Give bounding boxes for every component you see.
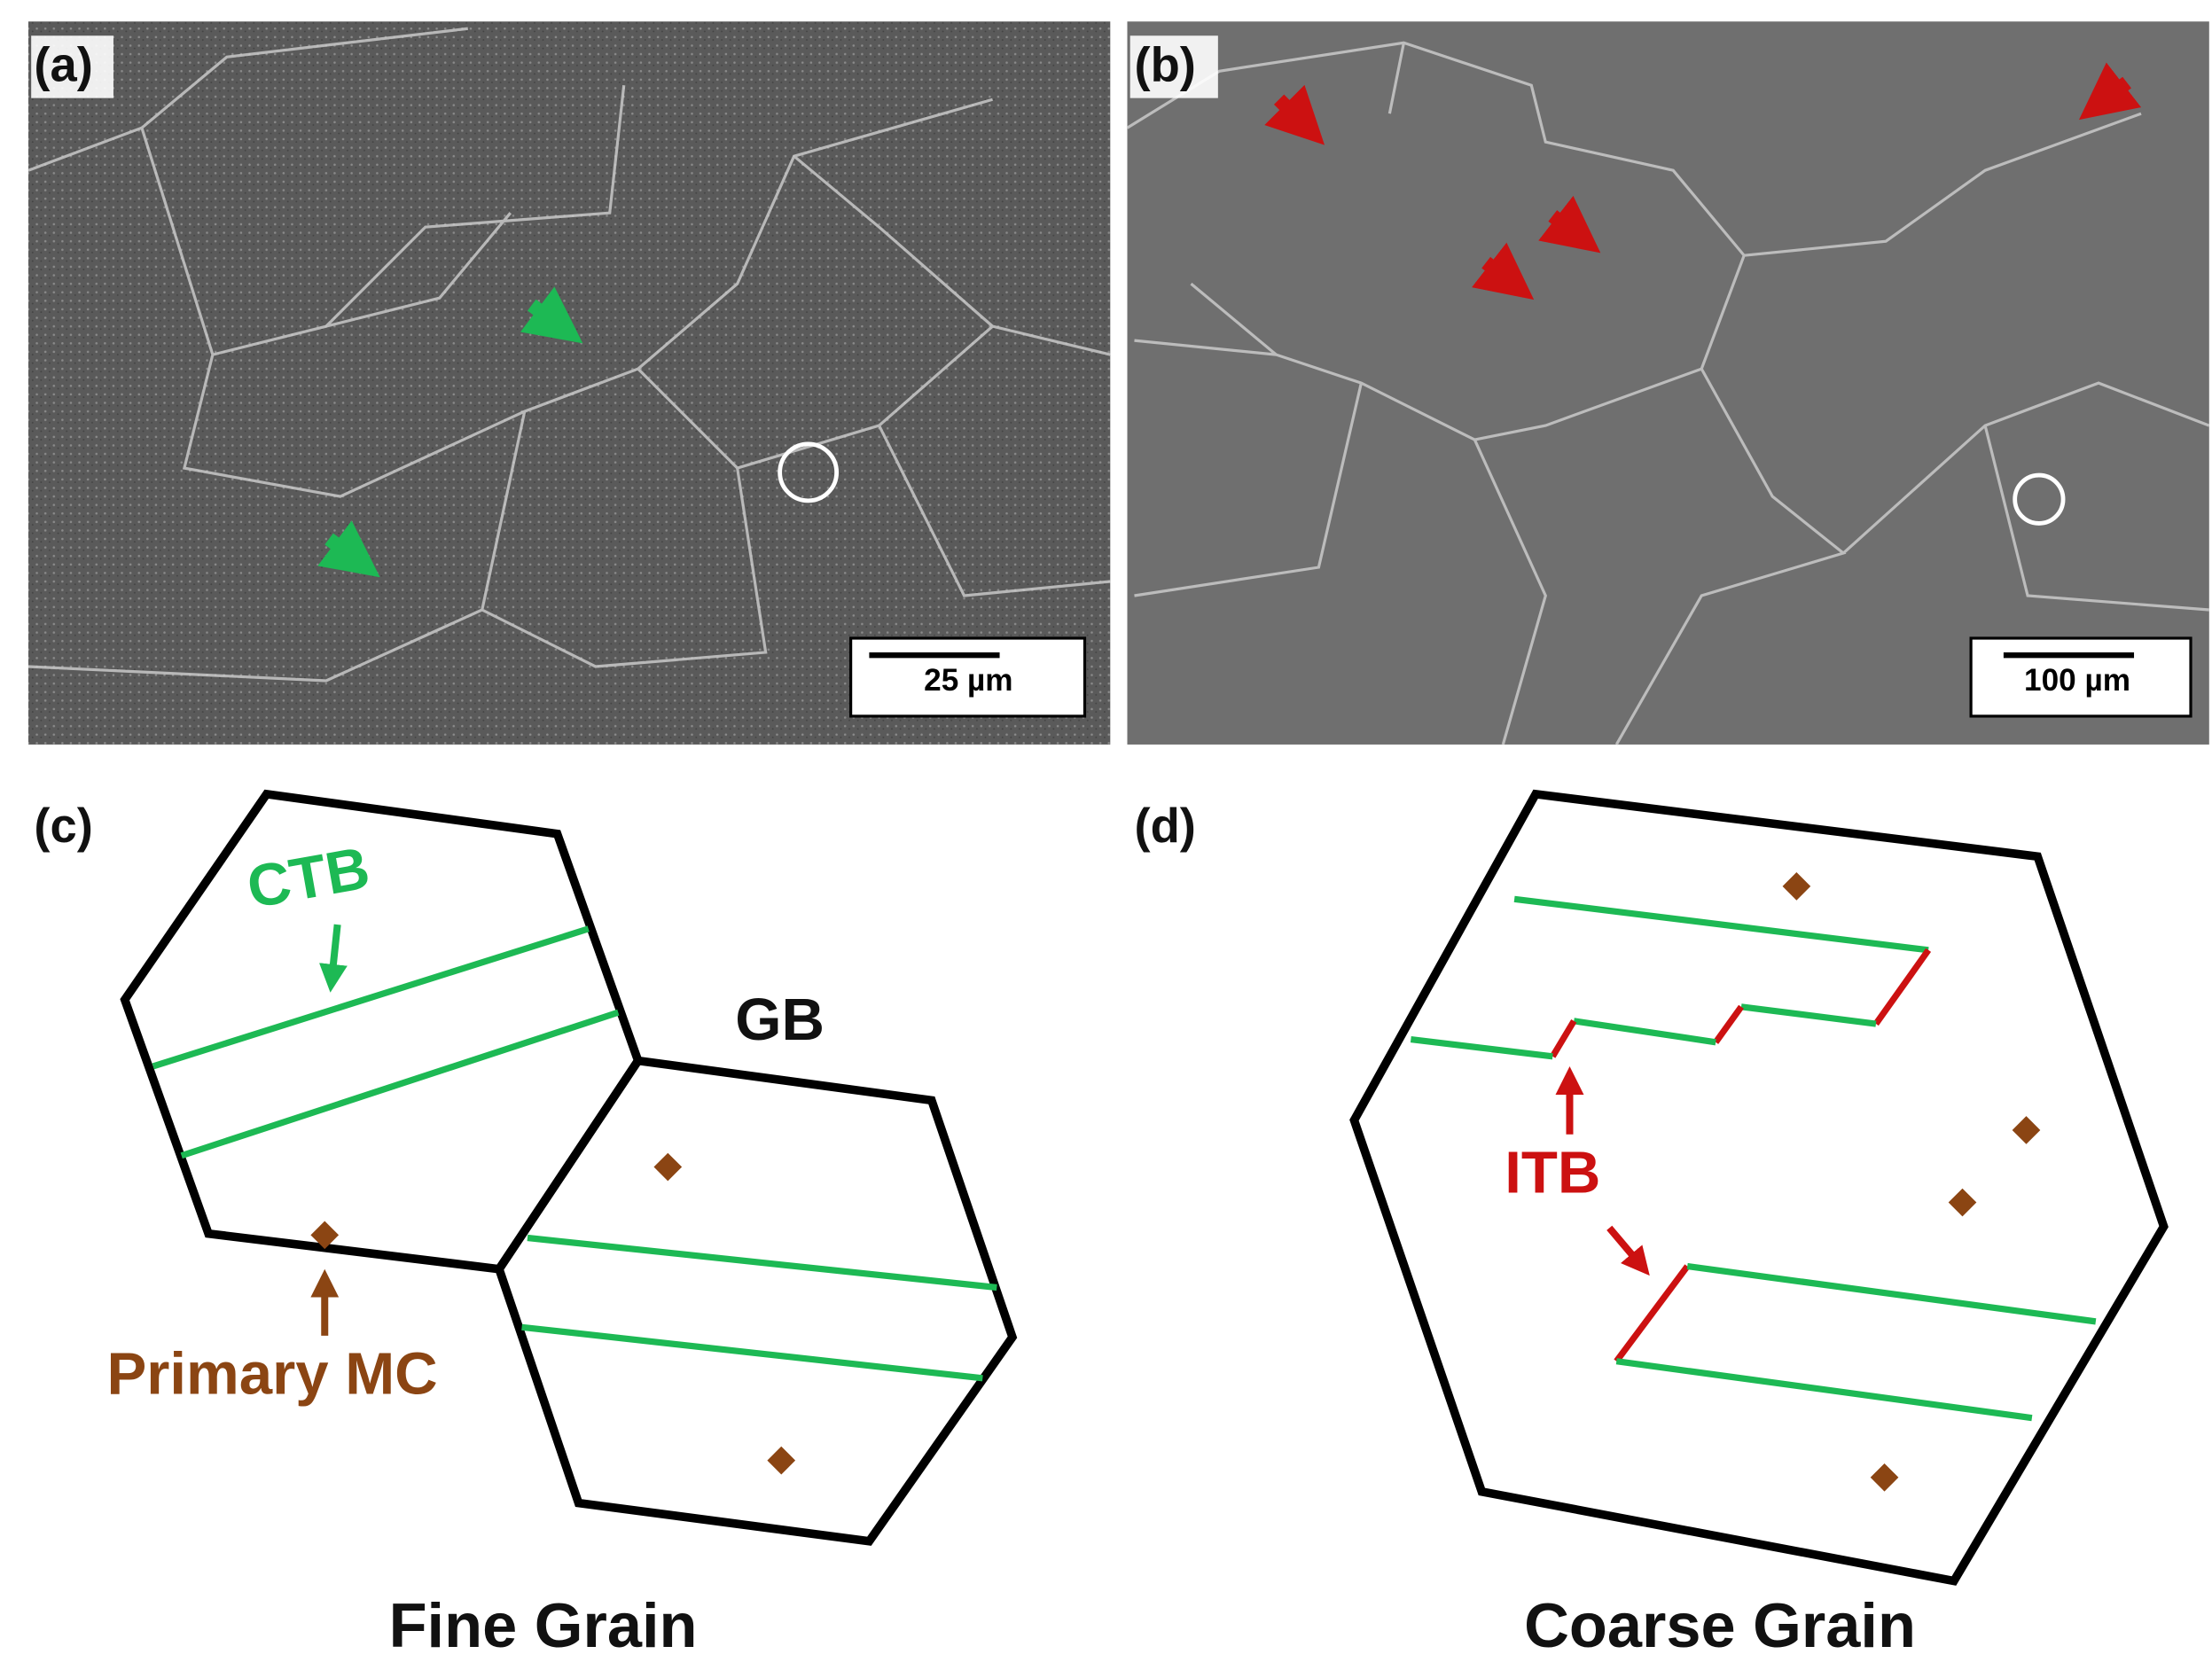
fine-grain-schematic [120,789,1018,1546]
mc-label: Primary MC [106,1341,437,1408]
panel-label: (b) [1134,37,1195,91]
caption: Coarse Grain [1524,1590,1916,1660]
caption: Fine Grain [389,1590,698,1660]
sem-image-a [27,21,1111,745]
gb-label: GB [735,987,825,1053]
panel-label: (a) [34,37,92,91]
coarse-grain-schematic [1349,789,2169,1586]
panel-label: (c) [34,799,92,853]
sem-image-b [1126,21,2210,745]
itb-label: ITB [1505,1139,1600,1206]
panel-label: (d) [1134,799,1195,853]
ctb-label: CTB [242,834,374,921]
scale-bar-label: 25 µm [924,663,1012,698]
scale-bar-label: 100 µm [2024,663,2130,698]
